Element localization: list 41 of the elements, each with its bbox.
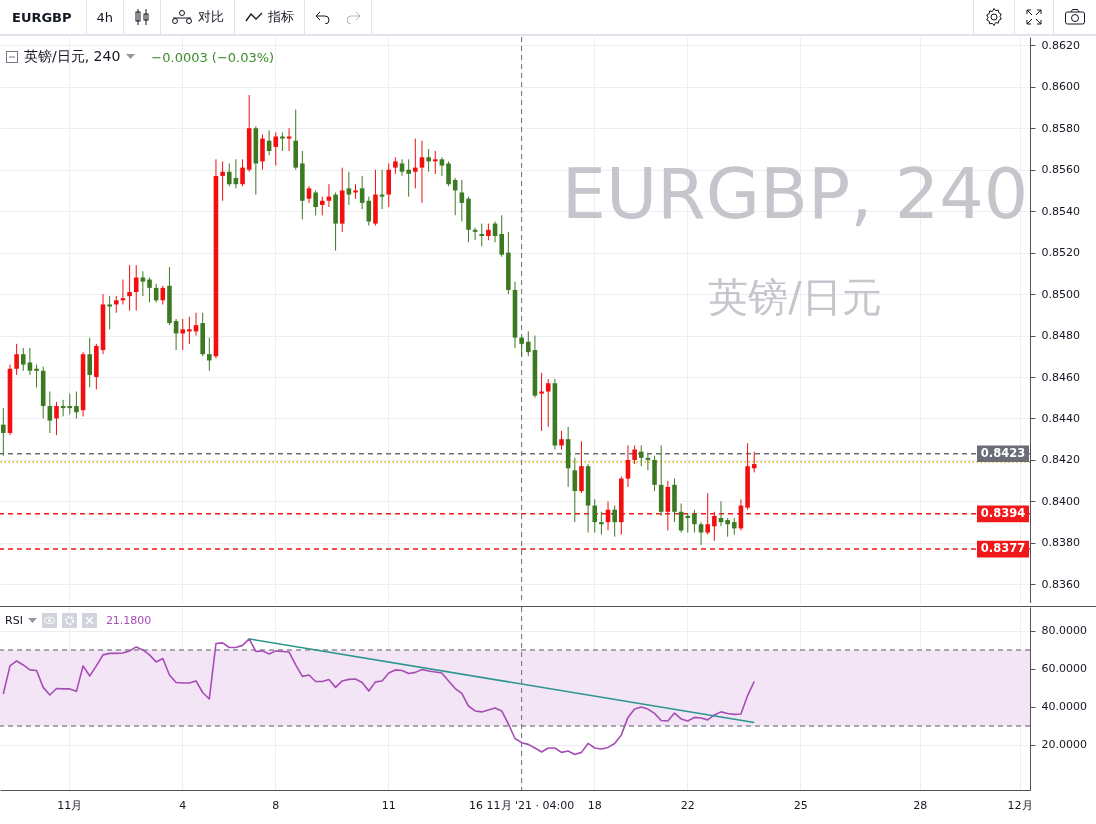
y-tick-label: 0.8560 (1041, 163, 1080, 177)
text: 4h (96, 9, 114, 25)
y-tick-label: 0.8480 (1041, 329, 1080, 343)
y-tick-label: 0.8380 (1041, 536, 1080, 550)
y-tick-label: 20.0000 (1041, 738, 1087, 752)
y-tick-label: 80.0000 (1041, 624, 1087, 638)
x-tick-label: 11月 (57, 798, 83, 812)
annotation: 英镑/日元 (708, 274, 882, 320)
x-tick-label: 12月 (1007, 798, 1033, 812)
x-tick-label: 25 (793, 798, 808, 812)
x-tick-label: 8 (272, 798, 280, 812)
y-tick-label: 0.8520 (1041, 246, 1080, 260)
ref-line-label: 0.8377 (980, 541, 1026, 556)
y-tick-label: 0.8600 (1041, 80, 1080, 94)
annotation: EURGBP, 240 (561, 153, 1029, 235)
x-tick-label: 18 (587, 798, 602, 812)
y-tick-label: 0.8580 (1041, 121, 1080, 135)
x-tick-label: 28 (913, 798, 928, 812)
y-tick-label: 0.8420 (1041, 453, 1080, 467)
x-tick-label: 4 (179, 798, 187, 812)
annotation: 21.1800 (105, 614, 152, 627)
ref-line-label: 0.8423 (980, 445, 1026, 460)
text: 英镑/日元, 240 (24, 48, 121, 66)
x-tick-label: 16 11月 '21 · 04:00 (469, 798, 575, 812)
text: 指标 (268, 8, 295, 26)
x-tick-label: 22 (680, 798, 695, 812)
y-tick-label: 0.8620 (1041, 38, 1080, 52)
ref-line-label: 0.8394 (980, 505, 1026, 520)
y-tick-label: 0.8460 (1041, 370, 1080, 384)
y-tick-label: 0.8400 (1041, 494, 1080, 508)
x-tick-label: 11 (381, 798, 396, 812)
y-tick-label: 40.0000 (1041, 700, 1087, 714)
text: 对比 (198, 8, 225, 26)
y-tick-label: 0.8500 (1041, 287, 1080, 301)
y-tick-label: 0.8360 (1041, 577, 1080, 591)
annotation: −0.0003 (−0.03%) (151, 49, 275, 65)
text: RSI (5, 614, 23, 627)
y-tick-label: 0.8540 (1041, 204, 1080, 218)
y-tick-label: 0.8440 (1041, 411, 1080, 425)
y-tick-label: 60.0000 (1041, 662, 1087, 676)
chart-title: EURGBP (12, 9, 72, 25)
